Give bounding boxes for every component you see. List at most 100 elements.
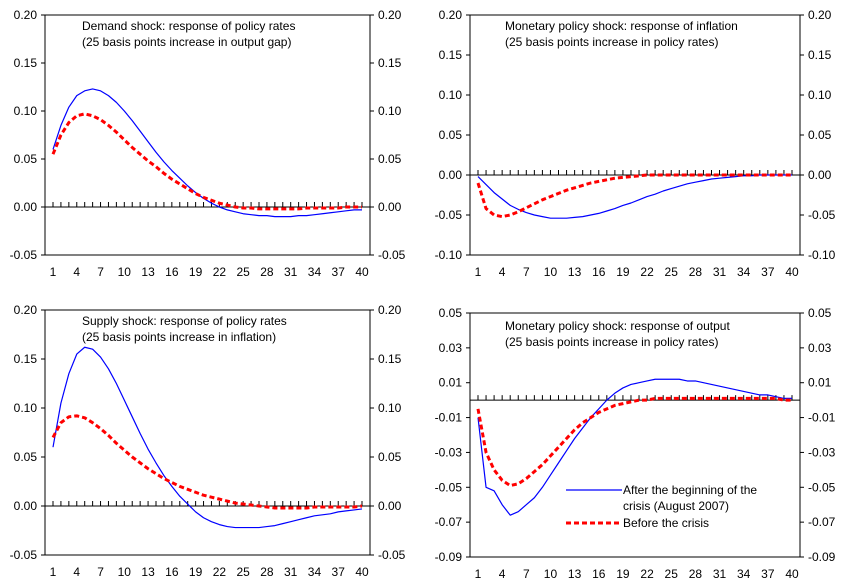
x-tick-label: 13 bbox=[568, 265, 582, 279]
x-tick-label: 4 bbox=[73, 565, 80, 579]
x-tick-label: 13 bbox=[568, 567, 582, 581]
y-tick-label-left: 0.01 bbox=[439, 376, 463, 390]
panel-title-line2: (25 basis points increase in policy rate… bbox=[505, 335, 718, 349]
y-tick-label-right: 0.20 bbox=[378, 8, 402, 22]
y-tick-label-left: 0.03 bbox=[439, 341, 463, 355]
x-tick-label: 28 bbox=[260, 265, 274, 279]
panel-title-line1: Supply shock: response of policy rates bbox=[82, 314, 287, 328]
x-tick-label: 28 bbox=[689, 265, 703, 279]
x-tick-label: 13 bbox=[141, 265, 155, 279]
x-tick-label: 37 bbox=[761, 265, 775, 279]
y-tick-label-right: 0.00 bbox=[808, 168, 832, 182]
y-tick-label-left: -0.09 bbox=[435, 550, 463, 564]
x-tick-label: 34 bbox=[308, 565, 322, 579]
y-tick-label-right: -0.05 bbox=[808, 208, 836, 222]
y-tick-label-right: 0.10 bbox=[378, 401, 402, 415]
series-before-line bbox=[476, 173, 792, 219]
x-tick-label: 34 bbox=[308, 265, 322, 279]
y-tick-label-left: 0.10 bbox=[439, 88, 463, 102]
x-tick-label: 40 bbox=[355, 565, 369, 579]
y-tick-label-left: 0.05 bbox=[14, 152, 38, 166]
series-before-line bbox=[51, 414, 363, 510]
y-tick-label-left: -0.03 bbox=[435, 445, 463, 459]
y-tick-label-right: -0.05 bbox=[808, 480, 836, 494]
x-tick-label: 31 bbox=[284, 265, 298, 279]
y-tick-label-right: 0.00 bbox=[378, 200, 402, 214]
x-tick-label: 34 bbox=[737, 265, 751, 279]
x-tick-label: 4 bbox=[499, 567, 506, 581]
x-tick-label: 40 bbox=[355, 265, 369, 279]
x-tick-label: 7 bbox=[523, 265, 530, 279]
plot-frame bbox=[44, 14, 371, 256]
x-tick-label: 31 bbox=[713, 265, 727, 279]
y-tick-label-left: 0.00 bbox=[14, 499, 38, 513]
panel-title-line1: Demand shock: response of policy rates bbox=[82, 19, 295, 33]
y-tick-label-right: 0.01 bbox=[808, 376, 832, 390]
x-tick-label: 10 bbox=[118, 265, 132, 279]
x-tick-label: 25 bbox=[665, 265, 679, 279]
y-tick-label-left: 0.05 bbox=[14, 450, 38, 464]
x-tick-label: 19 bbox=[616, 567, 630, 581]
y-tick-label-right: 0.20 bbox=[808, 8, 832, 22]
y-tick-label-left: 0.20 bbox=[439, 8, 463, 22]
y-tick-label-left: 0.15 bbox=[14, 352, 38, 366]
x-tick-label: 1 bbox=[50, 565, 57, 579]
legend: After the beginning of the crisis (Augus… bbox=[566, 483, 757, 530]
panel-title-line1: Monetary policy shock: response of infla… bbox=[505, 19, 738, 33]
plot-frame bbox=[44, 309, 371, 556]
x-tick-label: 25 bbox=[665, 567, 679, 581]
x-tick-label: 40 bbox=[785, 265, 799, 279]
legend-before-label: Before the crisis bbox=[623, 516, 709, 530]
x-tick-label: 37 bbox=[332, 565, 346, 579]
x-tick-label: 16 bbox=[592, 567, 606, 581]
legend-after-label-line2: crisis (August 2007) bbox=[623, 499, 729, 513]
x-tick-label: 22 bbox=[640, 567, 654, 581]
y-tick-label-right: 0.05 bbox=[808, 306, 832, 320]
y-tick-label-right: -0.01 bbox=[808, 411, 836, 425]
y-tick-label-right: 0.15 bbox=[378, 352, 402, 366]
series-before-line bbox=[51, 112, 362, 211]
x-tick-label: 19 bbox=[189, 265, 203, 279]
panel-title-line1: Monetary policy shock: response of outpu… bbox=[505, 319, 730, 333]
x-tick-label: 1 bbox=[475, 265, 482, 279]
y-tick-label-right: 0.10 bbox=[378, 104, 402, 118]
y-tick-label-right: -0.03 bbox=[808, 445, 836, 459]
series-after-line bbox=[477, 378, 792, 516]
x-tick-label: 4 bbox=[73, 265, 80, 279]
x-tick-label: 16 bbox=[592, 265, 606, 279]
y-tick-label-left: 0.20 bbox=[14, 303, 38, 317]
x-tick-label: 40 bbox=[785, 567, 799, 581]
x-tick-label: 28 bbox=[689, 567, 703, 581]
x-tick-label: 10 bbox=[544, 567, 558, 581]
panel-demand-shock: -0.05 0.00 0.05 0.10 0.15 0.20 -0.05 0.00 0.05 0.… bbox=[10, 8, 406, 279]
legend-after-label-line1: After the beginning of the bbox=[623, 483, 757, 497]
y-tick-label-right: -0.10 bbox=[808, 248, 836, 262]
y-tick-label-left: 0.20 bbox=[14, 8, 38, 22]
y-tick-label-right: 0.05 bbox=[378, 450, 402, 464]
y-tick-label-left: 0.00 bbox=[14, 200, 38, 214]
series-before-line bbox=[476, 396, 792, 488]
y-tick-label-left: 0.15 bbox=[14, 56, 38, 70]
x-tick-label: 37 bbox=[761, 567, 775, 581]
plot-frame bbox=[469, 312, 801, 558]
y-tick-label-left: -0.01 bbox=[435, 411, 463, 425]
y-tick-label-left: -0.10 bbox=[435, 248, 463, 262]
y-tick-label-right: 0.03 bbox=[808, 341, 832, 355]
x-tick-label: 25 bbox=[236, 565, 250, 579]
x-tick-label: 19 bbox=[616, 265, 630, 279]
panel-supply-shock: -0.05 0.00 0.05 0.10 0.15 0.20 -0.05 0.00 0.05 0.… bbox=[10, 303, 406, 579]
x-tick-label: 7 bbox=[523, 567, 530, 581]
panel-monetary-inflation: -0.10 -0.05 0.00 0.05 0.10 0.15 0.20 -0.10 -0.05… bbox=[435, 8, 836, 279]
x-tick-label: 10 bbox=[544, 265, 558, 279]
y-tick-label-left: 0.00 bbox=[439, 168, 463, 182]
y-tick-label-right: -0.07 bbox=[808, 515, 836, 529]
x-tick-label: 34 bbox=[737, 567, 751, 581]
y-tick-label-right: 0.15 bbox=[808, 48, 832, 62]
panel-title-line2: (25 basis points increase in policy rate… bbox=[505, 35, 718, 49]
series-after-line bbox=[477, 174, 792, 219]
y-tick-label-left: 0.10 bbox=[14, 104, 38, 118]
y-tick-label-right: 0.05 bbox=[378, 152, 402, 166]
y-tick-label-left: 0.05 bbox=[439, 306, 463, 320]
x-tick-label: 7 bbox=[97, 265, 104, 279]
